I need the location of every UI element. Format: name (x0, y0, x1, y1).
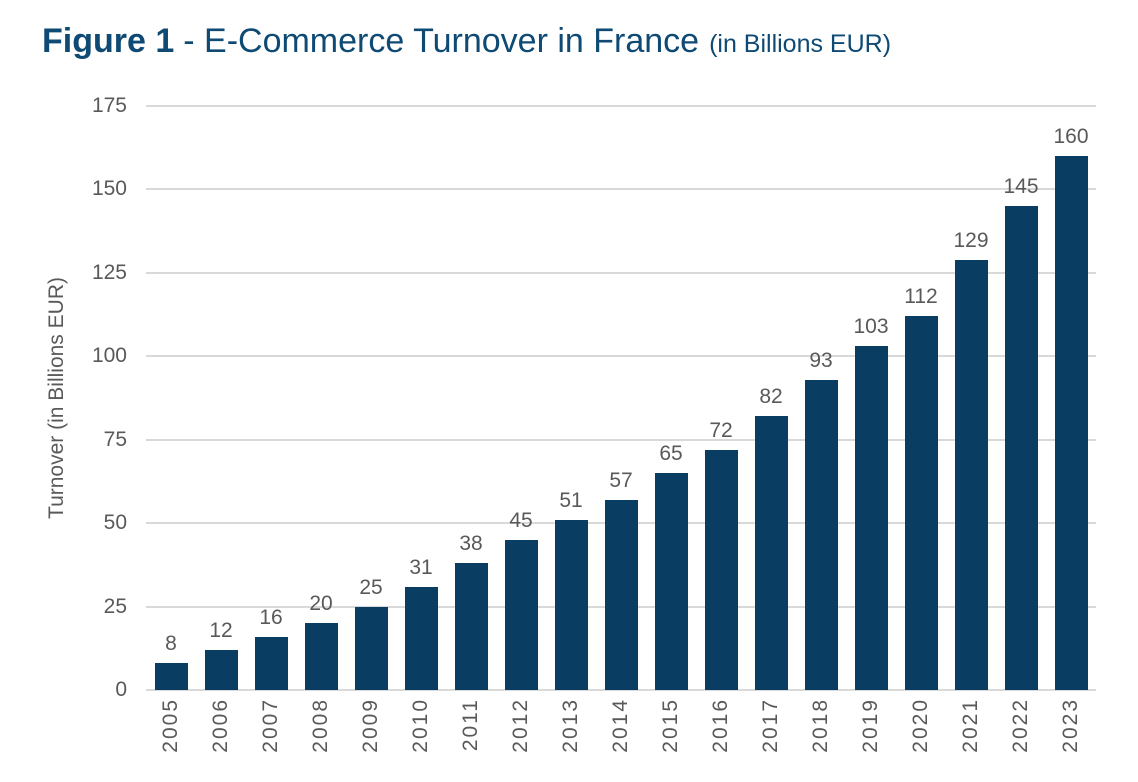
x-tick-label-2021: 2021 (959, 698, 982, 753)
chart-title-figure-number: Figure 1 (42, 22, 175, 60)
bar-value-label-2010: 31 (409, 555, 433, 579)
chart-title-units: (in Billions EUR) (709, 30, 892, 58)
x-tick-label-2018: 2018 (809, 698, 832, 753)
bar-2017 (754, 416, 788, 690)
gridline-y-125 (146, 271, 1096, 274)
bar-value-label-2007: 16 (259, 605, 283, 629)
bar-value-label-2016: 72 (709, 418, 733, 442)
bar-2007 (254, 636, 288, 690)
bar-value-label-2012: 45 (509, 508, 533, 532)
x-tick-label-2017: 2017 (759, 698, 782, 753)
bar-2023 (1054, 156, 1088, 690)
bar-2009 (354, 606, 388, 690)
bar-value-label-2008: 20 (309, 592, 333, 616)
bar-2020 (904, 316, 938, 690)
bar-value-label-2021: 129 (953, 228, 989, 252)
bar-value-label-2014: 57 (609, 468, 633, 492)
x-tick-label-2013: 2013 (559, 698, 582, 753)
bar-2019 (854, 346, 888, 690)
chart-title: Figure 1 - E-Commerce Turnover in France… (42, 22, 891, 61)
y-tick-label-125: 125 (91, 260, 127, 284)
plot-area: 8 12 16 20 25 31 38 45 51 57 65 72 82 93 103 112 129 145 1… (146, 105, 1096, 691)
y-tick-label-150: 150 (91, 177, 127, 201)
gridline-y-150 (146, 188, 1096, 191)
bar-2008 (304, 623, 338, 690)
x-tick-label-2010: 2010 (409, 698, 432, 753)
x-tick-label-2006: 2006 (209, 698, 232, 753)
bar-2012 (504, 539, 538, 690)
x-tick-label-2009: 2009 (359, 698, 382, 753)
y-tick-label-50: 50 (103, 511, 127, 535)
bar-value-label-2020: 112 (904, 285, 938, 309)
bar-value-label-2011: 38 (459, 532, 483, 556)
bar-value-label-2009: 25 (359, 575, 383, 599)
y-tick-label-175: 175 (91, 94, 127, 117)
y-axis-title: Turnover (in Billions EUR) (45, 277, 68, 519)
x-tick-label-2020: 2020 (909, 698, 932, 753)
bar-2006 (204, 649, 238, 690)
bar-2011 (454, 563, 488, 690)
bar-2016 (704, 449, 738, 690)
x-tick-label-2005: 2005 (159, 698, 182, 753)
gridline-y-0 (146, 689, 1096, 691)
y-tick-label-75: 75 (103, 427, 127, 451)
bar-value-label-2018: 93 (809, 348, 833, 372)
gridline-y-175 (146, 105, 1096, 107)
gridline-y-100 (146, 355, 1096, 358)
bar-2014 (604, 499, 638, 690)
bar-value-label-2005: 8 (165, 632, 177, 656)
bar-value-label-2013: 51 (559, 488, 583, 512)
x-tick-label-2012: 2012 (509, 698, 532, 753)
bar-2005 (154, 663, 188, 690)
y-tick-label-0: 0 (115, 678, 127, 701)
x-tick-label-2022: 2022 (1009, 698, 1032, 753)
bar-2022 (1004, 206, 1038, 690)
x-tick-label-2016: 2016 (709, 698, 732, 753)
chart-title-text: - E-Commerce Turnover in France (183, 22, 700, 60)
bar-2013 (554, 519, 588, 690)
bar-2015 (654, 473, 688, 690)
gridline-y-75 (146, 438, 1096, 441)
bar-2021 (954, 259, 988, 690)
x-tick-label-2019: 2019 (859, 698, 882, 753)
bar-value-label-2017: 82 (759, 385, 783, 409)
bar-value-label-2019: 103 (853, 315, 889, 339)
x-tick-label-2011: 2011 (459, 698, 482, 752)
x-tick-label-2008: 2008 (309, 698, 332, 753)
bar-2018 (804, 379, 838, 690)
x-tick-label-2007: 2007 (259, 698, 282, 753)
y-tick-label-100: 100 (91, 344, 127, 368)
bar-2010 (404, 586, 438, 690)
x-tick-label-2015: 2015 (659, 698, 682, 753)
bar-value-label-2022: 145 (1003, 175, 1039, 199)
x-tick-label-2023: 2023 (1059, 698, 1082, 753)
bar-value-label-2006: 12 (209, 618, 233, 642)
y-tick-label-25: 25 (103, 594, 127, 618)
bar-value-label-2015: 65 (659, 442, 683, 466)
x-tick-label-2014: 2014 (609, 698, 632, 753)
bar-value-label-2023: 160 (1053, 125, 1089, 149)
